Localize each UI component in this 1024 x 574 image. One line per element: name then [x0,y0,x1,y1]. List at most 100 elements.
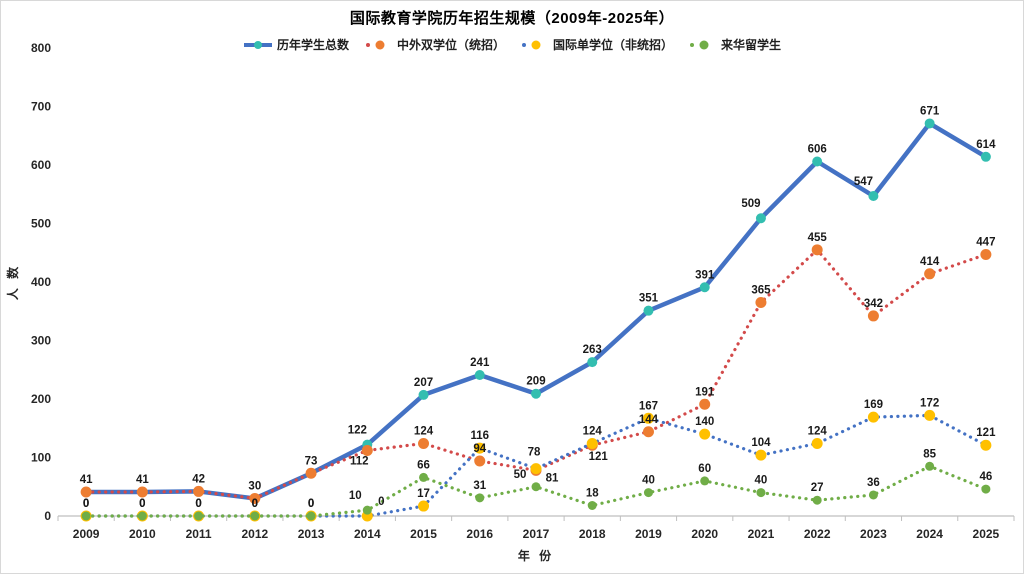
series-dual-degree-labels: 112 124 94 78 121 144 191 365 455 342 414 447 [350,232,995,468]
data-point-dual-degree [924,268,936,280]
data-point-total-students [699,282,710,293]
data-point-dual-degree [249,492,261,504]
data-point-dual-degree [361,444,373,456]
y-tick-label: 300 [31,334,51,348]
data-label-total-students: 73 [305,455,318,467]
x-tick-label: 2016 [466,527,493,541]
data-label-study-in-china: 46 [979,471,992,483]
data-point-dual-degree [811,244,823,256]
data-label-study-in-china: 31 [473,480,486,492]
data-label-single-degree: 0 [83,498,89,510]
data-point-single-degree [530,463,542,475]
data-point-study-in-china [137,511,147,521]
series-single-degree [80,409,992,522]
x-tick-label: 2019 [635,527,662,541]
data-label-study-in-china: 10 [349,490,362,502]
data-label-dual-degree: 144 [639,414,659,426]
data-point-study-in-china [925,461,935,471]
data-label-total-students: 509 [741,198,760,210]
data-label-study-in-china: 0 [83,498,89,510]
data-point-study-in-china [81,511,91,521]
data-label-total-students: 547 [854,176,873,188]
x-tick-label: 2009 [73,527,100,541]
x-tick-label: 2024 [916,527,943,541]
data-point-total-students [755,213,766,224]
y-tick-label: 600 [31,158,51,172]
x-tick-label: 2010 [129,527,156,541]
x-tick-label: 2025 [973,527,1000,541]
legend-label: 中外双学位（统招） [396,38,505,52]
series-dual-degree-line [84,248,988,501]
data-label-single-degree: 81 [546,473,559,485]
data-point-single-degree [924,409,936,421]
data-label-single-degree: 104 [751,437,771,449]
legend-marker-dual-degree-icon [365,40,385,49]
data-point-study-in-china [531,482,541,492]
legend-label: 历年学生总数 [276,38,349,52]
x-tick-label: 2023 [860,527,887,541]
data-label-study-in-china: 40 [755,475,768,487]
x-axis-labels: 2009 2010 2011 2012 2013 2014 2015 2016 2017 2018… [73,527,1000,541]
data-point-single-degree [586,437,598,449]
data-label-single-degree: 124 [583,425,603,437]
data-point-total-students [474,370,485,381]
data-label-dual-degree: 365 [751,284,771,296]
data-label-total-students: 241 [470,357,490,369]
x-tick-label: 2017 [523,527,550,541]
data-point-study-in-china [756,488,766,498]
data-point-study-in-china [981,484,991,494]
chart-legend: 历年学生总数 中外双学位（统招） 国际单学位（非统招） 来华留学生 [1,36,1023,53]
legend-marker-study-in-china-icon [690,40,709,49]
data-label-study-in-china: 50 [514,469,527,481]
data-point-single-degree [867,411,879,423]
data-point-dual-degree [474,455,486,467]
data-label-single-degree: 0 [139,498,145,510]
data-label-total-students: 614 [976,139,996,151]
data-label-study-in-china: 36 [867,477,880,489]
data-label-study-in-china: 27 [811,482,824,494]
legend-marker-total-students-icon [243,40,272,49]
x-tick-label: 2015 [410,527,437,541]
data-label-total-students: 351 [639,293,659,305]
data-point-study-in-china [419,472,429,482]
data-label-single-degree: 0 [195,498,201,510]
data-label-dual-degree: 112 [350,455,369,467]
data-label-single-degree: 0 [308,498,314,510]
data-point-dual-degree [305,467,317,479]
data-label-total-students: 207 [414,377,433,389]
data-point-dual-degree [980,249,992,261]
data-point-dual-degree [136,486,148,498]
series-total-students-line [86,121,988,501]
data-label-dual-degree: 124 [414,425,434,437]
data-label-single-degree: 0 [252,498,258,510]
data-label-study-in-china: 0 [139,498,145,510]
x-tick-label: 2021 [748,527,775,541]
series-study-in-china [81,461,991,521]
y-axis-title: 人 数 [5,264,20,300]
data-label-dual-degree: 191 [695,386,715,398]
data-label-study-in-china: 0 [308,498,314,510]
data-point-dual-degree [755,296,767,308]
data-point-study-in-china [868,490,878,500]
y-tick-label: 400 [31,275,51,289]
x-axis-title: 年 份 [518,548,554,563]
x-tick-label: 2020 [691,527,718,541]
data-label-single-degree: 124 [808,425,828,437]
data-label-dual-degree: 94 [473,443,486,455]
data-label-single-degree: 0 [378,496,384,508]
data-label-total-students: 41 [80,474,93,486]
data-point-dual-degree [80,486,92,498]
data-point-single-degree [755,449,767,461]
data-point-study-in-china [812,495,822,505]
legend-item-dual-degree: 中外双学位（统招） [363,36,505,53]
x-tick-label: 2013 [298,527,325,541]
data-point-total-students [980,151,991,162]
data-label-single-degree: 167 [639,400,658,412]
data-label-total-students: 671 [920,105,940,117]
chart-title: 国际教育学院历年招生规模（2009年-2025年） [349,10,675,27]
x-tick-label: 2011 [186,527,212,541]
data-label-study-in-china: 40 [642,475,655,487]
data-point-total-students [924,118,935,129]
